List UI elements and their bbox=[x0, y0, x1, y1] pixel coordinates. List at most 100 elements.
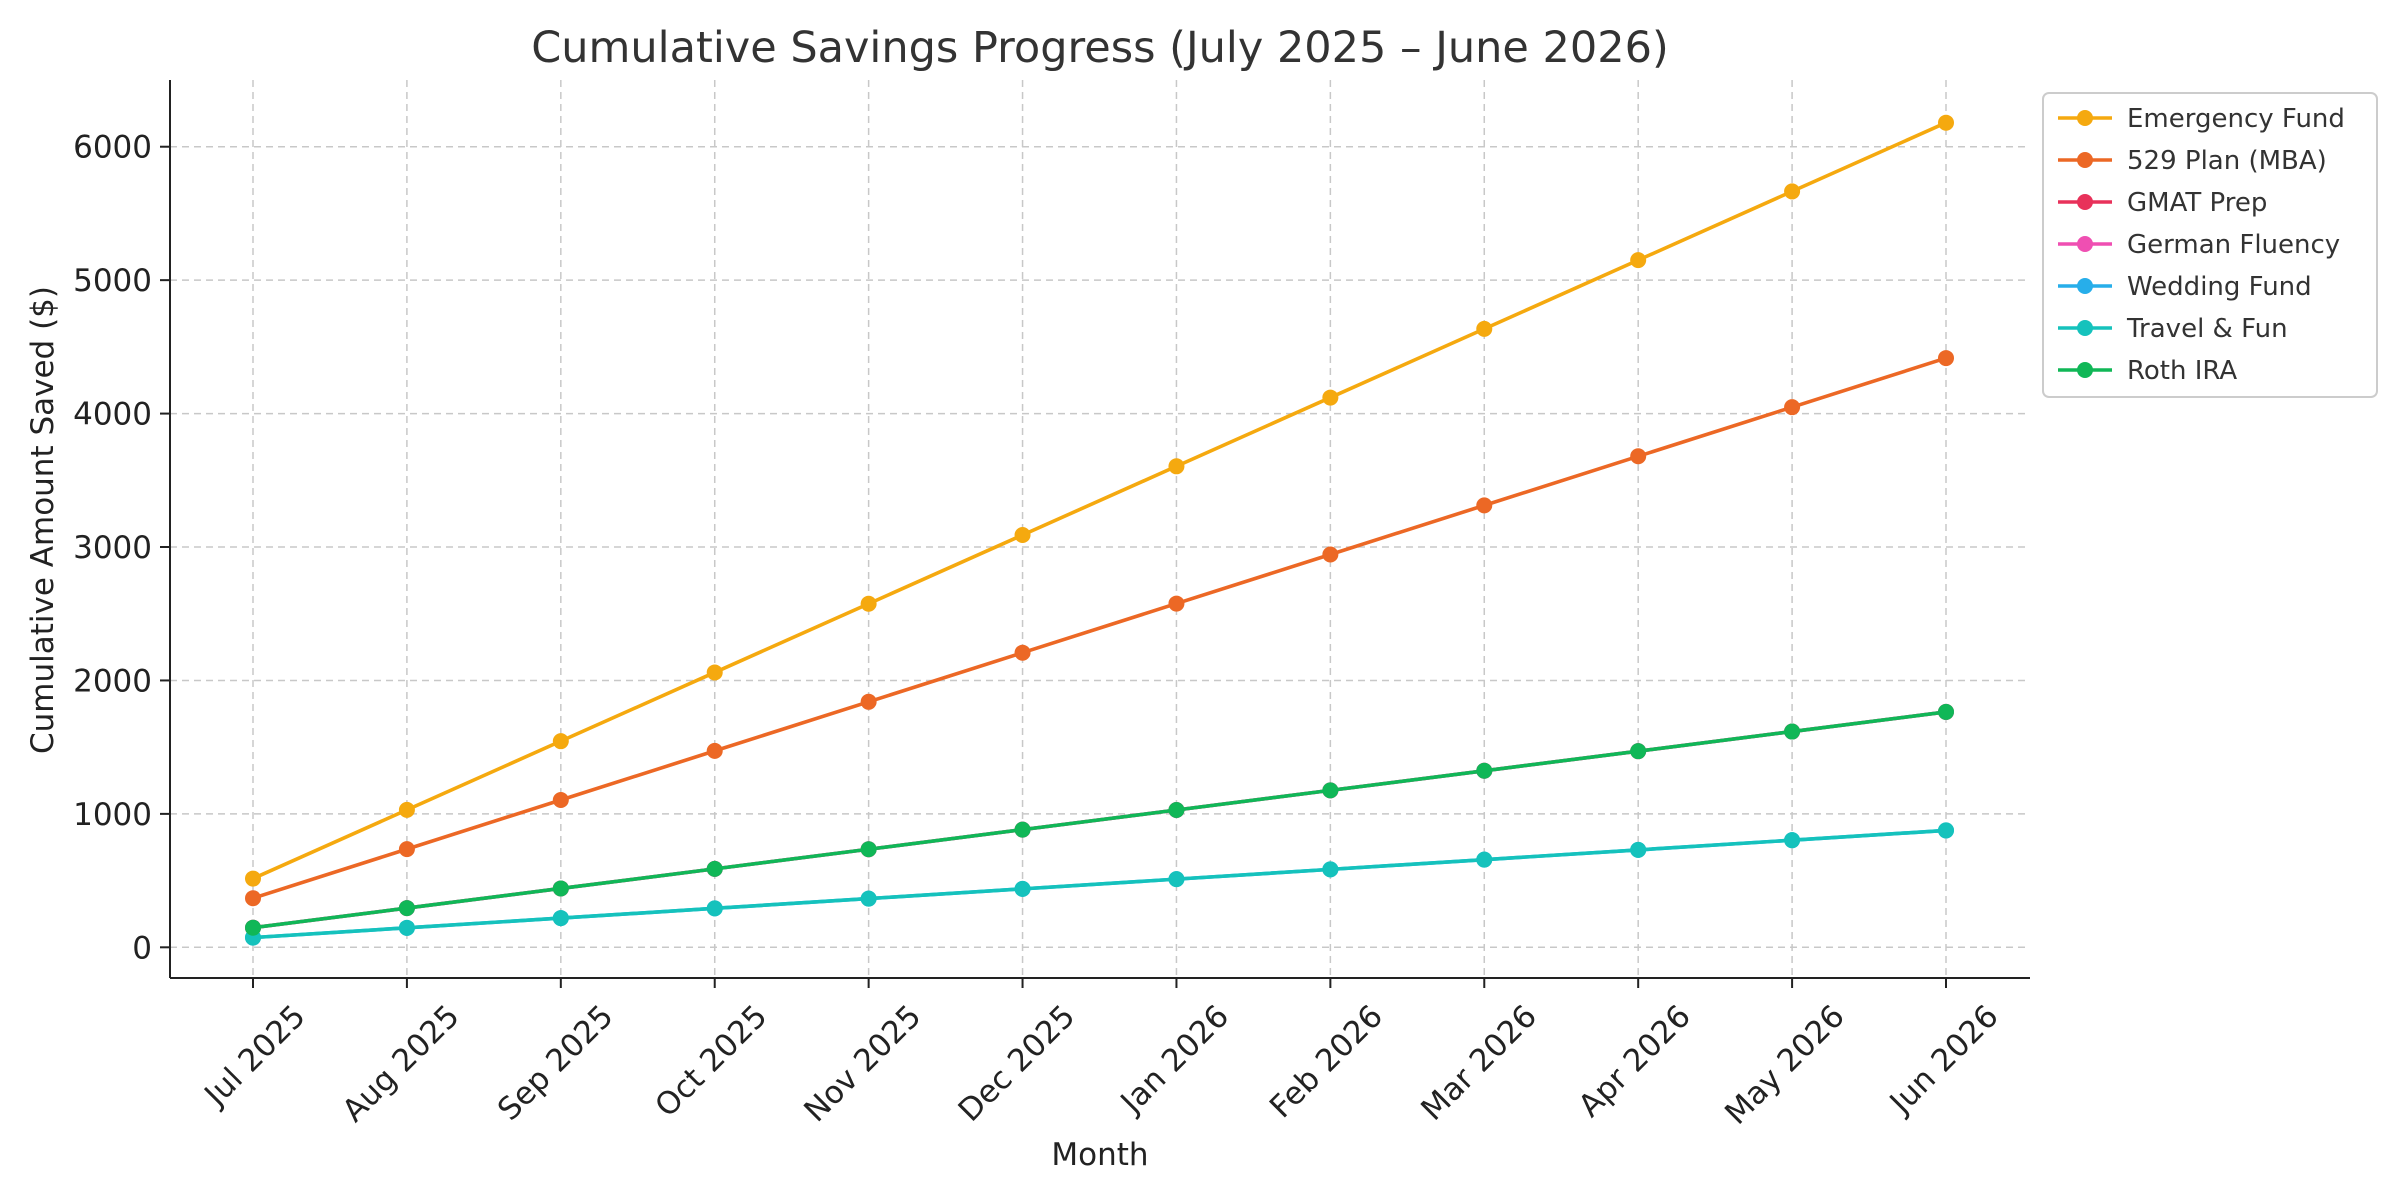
data-point bbox=[1168, 458, 1185, 475]
series-line bbox=[252, 121, 1947, 881]
data-point bbox=[1322, 546, 1339, 563]
x-tick-label: Apr 2026 bbox=[1572, 998, 1698, 1124]
series-529-plan-mba bbox=[245, 350, 1954, 907]
legend-entry: Travel & Fun bbox=[2058, 314, 2288, 344]
data-point bbox=[552, 880, 569, 897]
data-point bbox=[860, 693, 877, 710]
data-point bbox=[1168, 802, 1185, 819]
data-point bbox=[552, 733, 569, 750]
data-point bbox=[552, 910, 569, 927]
legend-entry: GMAT Prep bbox=[2058, 188, 2267, 218]
x-tick-label: Aug 2025 bbox=[336, 998, 467, 1129]
data-point bbox=[1784, 723, 1801, 740]
x-tick-label: May 2026 bbox=[1718, 998, 1852, 1132]
data-point bbox=[1630, 841, 1647, 858]
data-point bbox=[245, 890, 261, 907]
legend-entry: Roth IRA bbox=[2058, 356, 2237, 386]
chart-title: Cumulative Savings Progress (July 2025 –… bbox=[531, 23, 1668, 73]
y-tick-label: 0 bbox=[132, 930, 152, 966]
x-tick-label: Nov 2025 bbox=[797, 998, 928, 1129]
series-roth-ira bbox=[245, 703, 1954, 936]
data-point bbox=[1938, 350, 1954, 367]
data-point bbox=[1014, 880, 1031, 897]
data-point bbox=[552, 792, 569, 809]
x-tick-label: Sep 2025 bbox=[491, 998, 621, 1128]
data-point bbox=[398, 919, 415, 936]
data-point bbox=[245, 919, 261, 936]
legend-entry: Wedding Fund bbox=[2058, 272, 2312, 302]
data-point bbox=[1630, 252, 1647, 269]
legend: Emergency Fund 529 Plan (MBA) GMAT Prep Ger… bbox=[2042, 92, 2378, 398]
data-point bbox=[1322, 861, 1339, 878]
y-tick-label: 6000 bbox=[73, 130, 152, 166]
data-point bbox=[398, 801, 415, 818]
data-point bbox=[1322, 782, 1339, 799]
axes-layer bbox=[169, 80, 2030, 979]
y-axis-label: Cumulative Amount Saved ($) bbox=[25, 286, 61, 754]
x-tick-label: Jan 2026 bbox=[1113, 998, 1236, 1121]
data-point bbox=[860, 841, 877, 858]
y-tick-label: 5000 bbox=[73, 263, 152, 299]
data-point bbox=[1168, 595, 1185, 612]
series-layer bbox=[245, 114, 1954, 946]
legend-marker bbox=[2077, 362, 2093, 378]
series-line bbox=[252, 710, 1947, 930]
data-point bbox=[1476, 851, 1493, 868]
legend-frame bbox=[2042, 92, 2378, 398]
series-line bbox=[252, 356, 1947, 900]
y-tick-label: 1000 bbox=[73, 797, 152, 833]
legend-marker bbox=[2077, 152, 2093, 168]
x-tick-label: Jul 2025 bbox=[197, 998, 313, 1114]
data-point bbox=[398, 900, 415, 917]
x-tick-label: Mar 2026 bbox=[1414, 998, 1544, 1128]
legend-marker bbox=[2077, 194, 2093, 210]
data-point bbox=[1476, 762, 1493, 779]
x-tick-label: Oct 2025 bbox=[648, 998, 774, 1124]
data-point bbox=[398, 841, 415, 858]
data-point bbox=[1784, 832, 1801, 849]
legend-label: 529 Plan (MBA) bbox=[2127, 146, 2327, 176]
data-point bbox=[1476, 320, 1493, 337]
data-point bbox=[1630, 743, 1647, 760]
x-tick-label: Jun 2026 bbox=[1882, 998, 2006, 1122]
data-point bbox=[706, 860, 723, 877]
legend-marker bbox=[2077, 110, 2093, 126]
y-tick-label: 4000 bbox=[73, 397, 152, 433]
legend-marker bbox=[2077, 278, 2093, 294]
data-point bbox=[1784, 399, 1801, 416]
data-point bbox=[1014, 527, 1031, 544]
data-point bbox=[245, 870, 261, 887]
x-tick-label: Feb 2026 bbox=[1263, 998, 1390, 1125]
legend-label: Roth IRA bbox=[2127, 356, 2237, 386]
data-point bbox=[1322, 389, 1339, 406]
data-point bbox=[706, 900, 723, 917]
legend-marker bbox=[2077, 320, 2093, 336]
grid-layer bbox=[170, 80, 2030, 978]
legend-label: Emergency Fund bbox=[2127, 104, 2345, 134]
x-axis-label: Month bbox=[1051, 1137, 1148, 1173]
data-point bbox=[1476, 497, 1493, 514]
data-point bbox=[1168, 871, 1185, 888]
y-tick-label: 2000 bbox=[73, 663, 152, 699]
legend-label: Travel & Fun bbox=[2126, 314, 2288, 344]
legend-marker bbox=[2077, 236, 2093, 252]
legend-entry: Emergency Fund bbox=[2058, 104, 2345, 134]
y-tick-label: 3000 bbox=[73, 530, 152, 566]
series-travel-fun bbox=[245, 822, 1954, 946]
data-point bbox=[1630, 448, 1647, 465]
data-point bbox=[1014, 644, 1031, 661]
x-tick-label: Dec 2025 bbox=[952, 998, 1083, 1129]
data-point bbox=[1784, 183, 1801, 200]
data-point bbox=[706, 742, 723, 759]
data-point bbox=[1938, 114, 1954, 131]
data-point bbox=[860, 595, 877, 612]
series-line bbox=[252, 828, 1947, 940]
data-point bbox=[706, 664, 723, 681]
data-point bbox=[1938, 703, 1954, 720]
data-point bbox=[860, 890, 877, 907]
legend-label: German Fluency bbox=[2127, 230, 2340, 260]
legend-entry: 529 Plan (MBA) bbox=[2058, 146, 2327, 176]
legend-entry: German Fluency bbox=[2058, 230, 2340, 260]
series-emergency-fund bbox=[245, 114, 1954, 887]
